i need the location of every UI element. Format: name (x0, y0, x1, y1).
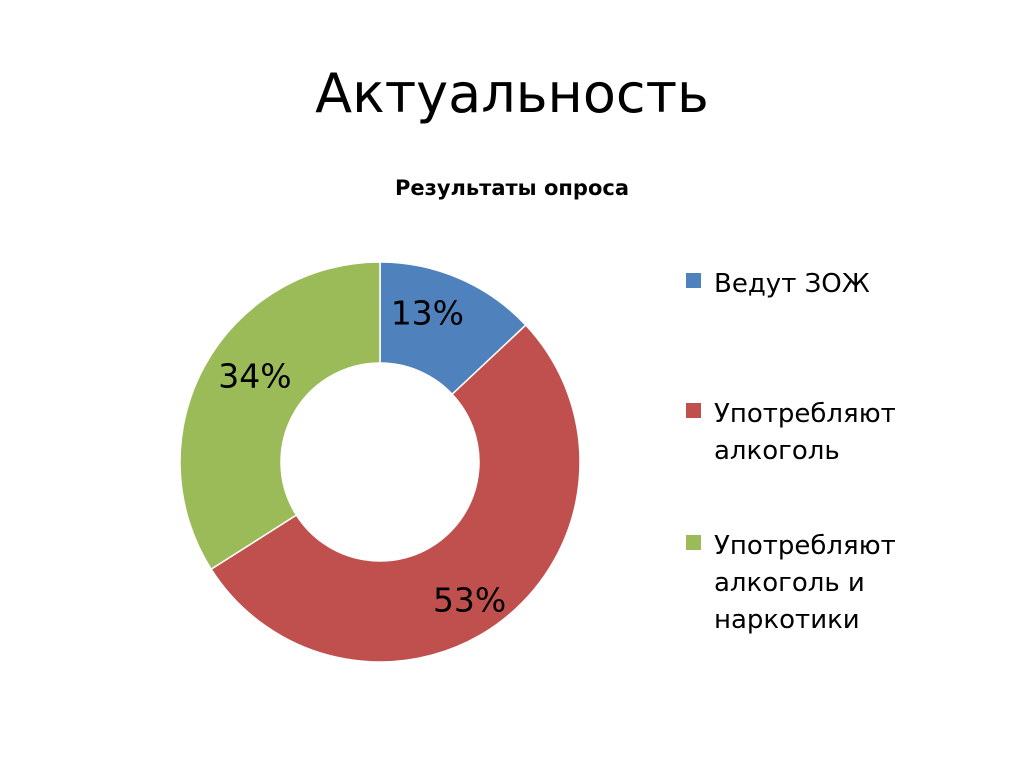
legend-swatch-healthy-lifestyle (686, 273, 701, 288)
data-label-alcohol: 53% (433, 581, 506, 620)
legend-item-alcohol: Употребляют алкоголь (686, 396, 944, 470)
legend-label-healthy-lifestyle: Ведут ЗОЖ (714, 269, 870, 299)
legend-swatch-alcohol-drugs (686, 535, 701, 550)
legend-label-alcohol: Употребляют алкоголь (714, 399, 896, 466)
data-label-alcohol-drugs: 34% (218, 356, 291, 395)
data-label-healthy-lifestyle: 13% (391, 293, 464, 332)
donut-slice-alcohol-drugs (179, 261, 381, 571)
legend-item-alcohol-drugs: Употребляют алкоголь и наркотики (686, 528, 944, 639)
legend-swatch-alcohol (686, 403, 701, 418)
donut-chart: 13% 53% 34% (179, 261, 581, 663)
chart-title: Результаты опроса (394, 176, 629, 200)
slide-title: Актуальность (315, 62, 709, 125)
donut-slice-alcohol (210, 324, 581, 663)
legend-label-alcohol-drugs: Употребляют алкоголь и наркотики (714, 531, 896, 635)
legend-item-healthy-lifestyle: Ведут ЗОЖ (686, 266, 944, 303)
